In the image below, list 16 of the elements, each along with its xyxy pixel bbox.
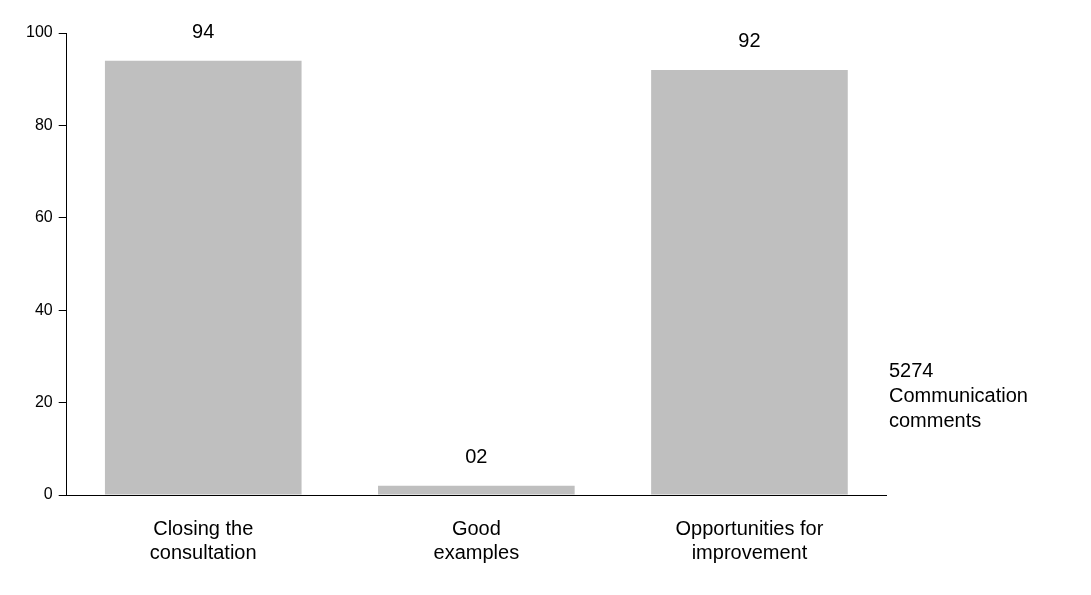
y-tick-label: 100 [25,23,53,41]
x-tick-label: Good examples [433,516,520,563]
y-tick-label: 40 [34,300,53,318]
x-tick-label: Opportunities for improvement [675,516,824,563]
data-label: 94 [192,20,215,43]
data-label: 92 [738,29,761,52]
x-tick-label: Closing the consultation [149,516,257,563]
y-tick-label: 60 [34,208,53,226]
text: 5274 Communication comments [889,358,1028,431]
bar [378,485,575,495]
data-label: 02 [465,445,488,468]
y-tick-label: 0 [43,485,53,503]
y-tick-label: 20 [34,393,53,411]
bar [651,69,848,495]
bar [104,60,302,495]
y-tick-label: 80 [34,115,53,133]
